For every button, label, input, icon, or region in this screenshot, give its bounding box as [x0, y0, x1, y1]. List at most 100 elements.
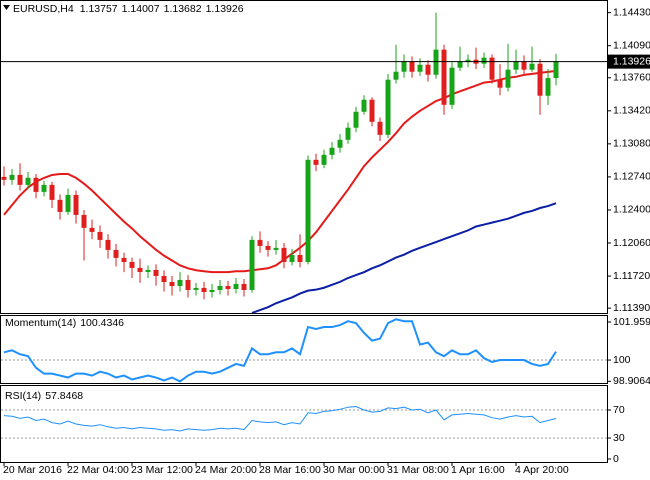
candle-body — [369, 99, 375, 122]
y-tick-label: 1.13080 — [613, 138, 650, 150]
candle-body — [145, 269, 151, 272]
main-panel-frame — [0, 0, 608, 314]
moving-average — [3, 69, 557, 274]
candle-body — [9, 174, 15, 180]
rsi-panel-frame — [0, 385, 608, 463]
rsi-header: RSI(14) 57.8468 — [5, 390, 83, 402]
x-tick-label: 31 Mar 08:00 — [387, 464, 449, 476]
candle-body — [97, 231, 103, 240]
x-tick-label: 22 Mar 04:00 — [67, 464, 129, 476]
candle-body — [489, 57, 495, 80]
candle-body — [321, 154, 327, 165]
candle-body — [417, 64, 423, 72]
y-tick-label: 1.12400 — [613, 204, 650, 216]
candle-body — [129, 261, 135, 268]
candle-body — [1, 176, 7, 180]
y-tick-label: 100 — [613, 354, 631, 366]
candle-body — [209, 289, 215, 293]
indicator-line — [3, 318, 557, 383]
indicator-line — [3, 405, 557, 432]
candle-body — [17, 174, 23, 185]
candle-body — [73, 194, 79, 215]
y-tick-label: 70 — [613, 404, 625, 416]
candle-body — [33, 177, 39, 192]
candle-body — [121, 257, 127, 262]
current-price-box — [608, 54, 650, 69]
candle-body — [401, 61, 407, 72]
y-tick-label: 1.11390 — [613, 302, 650, 314]
y-tick-label: 1.14430 — [613, 6, 650, 18]
candle-body — [169, 281, 175, 286]
y-tick-label: 1.12740 — [613, 171, 650, 183]
candle-body — [361, 99, 367, 112]
y-tick-label: 30 — [613, 432, 625, 444]
y-tick-label: 1.14090 — [613, 39, 650, 51]
candle-body — [273, 247, 279, 250]
plot-area — [1, 12, 559, 313]
close-value: 1.13926 — [206, 3, 244, 15]
candle-body — [49, 184, 55, 200]
candle-body — [329, 147, 335, 155]
symbol: EURUSD,H4 — [13, 3, 74, 15]
candle-body — [337, 139, 343, 148]
candle-body — [425, 64, 431, 75]
y-tick-label: 98.9064 — [613, 375, 650, 387]
indicator-name: RSI(14) — [5, 390, 41, 402]
candle-body — [161, 275, 167, 282]
candle-body — [113, 249, 119, 258]
y-tick-label: 101.9595 — [613, 316, 650, 328]
candle-body — [193, 287, 199, 290]
candle-body — [409, 61, 415, 72]
candle-body — [505, 69, 511, 88]
indicator-value: 100.4346 — [80, 317, 124, 329]
candle-body — [249, 239, 255, 290]
y-tick-label: 1.12060 — [613, 237, 650, 249]
candle-body — [265, 245, 271, 250]
y-tick-label: 1.13760 — [613, 72, 650, 84]
indicator-value: 57.8468 — [45, 390, 83, 402]
x-tick-label: 20 Mar 2016 — [3, 464, 62, 476]
candle-body — [153, 269, 159, 276]
candle-body — [305, 159, 311, 262]
candle-body — [177, 279, 183, 286]
plot-area — [1, 405, 607, 439]
candle-body — [297, 254, 303, 262]
candle-body — [449, 67, 455, 105]
candle-body — [521, 61, 527, 70]
candle-body — [497, 79, 503, 88]
x-tick-label: 1 Apr 16:00 — [451, 464, 505, 476]
candle-body — [25, 177, 31, 185]
candle-body — [185, 279, 191, 290]
candle-body — [57, 199, 63, 212]
current-price-label: 1.13926 — [613, 55, 650, 67]
momentum-panel-frame — [0, 315, 608, 384]
candle-body — [377, 121, 383, 135]
x-tick-label: 28 Mar 16:00 — [259, 464, 321, 476]
candle-body — [441, 49, 447, 105]
high-value: 1.14007 — [122, 3, 160, 15]
candle-body — [529, 63, 535, 70]
candle-body — [433, 49, 439, 75]
x-tick-label: 4 Apr 20:00 — [515, 464, 569, 476]
candle-body — [537, 63, 543, 96]
y-tick-label: 1.13420 — [613, 105, 650, 117]
indicator-name: Momentum(14) — [5, 317, 76, 329]
candle-body — [137, 267, 143, 272]
candle-body — [241, 283, 247, 290]
candle-body — [65, 194, 71, 212]
plot-area — [1, 318, 607, 383]
candle-body — [385, 79, 391, 135]
x-tick-label: 24 Mar 20:00 — [195, 464, 257, 476]
candle-body — [481, 57, 487, 64]
candle-body — [257, 239, 263, 246]
candle-body — [393, 71, 399, 80]
candle-body — [345, 127, 351, 140]
x-tick-label: 23 Mar 12:00 — [131, 464, 193, 476]
momentum-header: Momentum(14) 100.4346 — [5, 317, 124, 329]
candle-body — [41, 184, 47, 192]
candle-body — [225, 285, 231, 289]
candle-body — [201, 287, 207, 293]
main-header: EURUSD,H4 1.13757 1.14007 1.13682 1.13926 — [13, 3, 244, 15]
candle-body — [105, 239, 111, 250]
